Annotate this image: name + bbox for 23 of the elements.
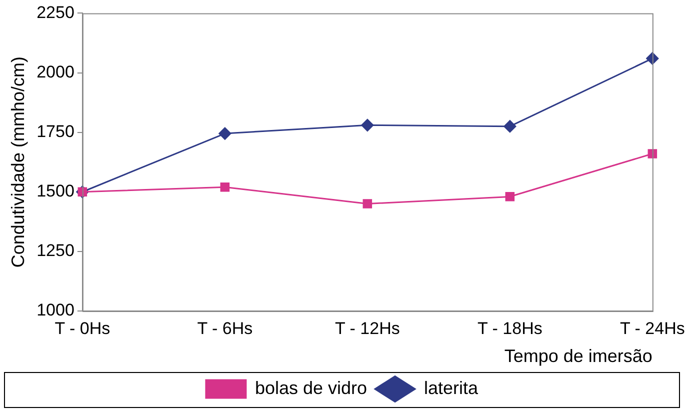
x-tick-label: T - 0Hs [54,318,110,338]
y-axis-title: Condutividade (mmho/cm) [8,56,28,268]
legend-label: laterita [424,378,480,398]
y-tick-label: 1000 [36,300,74,320]
point [505,192,515,202]
y-tick-label: 2000 [36,62,74,82]
x-tick-label: T - 24Hs [620,318,685,338]
point [646,52,659,65]
x-tick-label: T - 18Hs [477,318,542,338]
y-tick-label: 2250 [36,2,74,22]
point [218,127,232,140]
point [220,182,230,192]
y-tick-label: 1250 [36,241,74,260]
x-tick-label: T - 6Hs [197,318,253,338]
x-axis-title: Tempo de imersão [504,346,652,366]
point [362,199,372,208]
legend-label: bolas de vidro [254,378,368,398]
point [648,149,658,158]
x-tick-label: T - 12Hs [334,318,400,338]
point [504,120,516,133]
y-tick-label: 1750 [36,122,74,142]
point [361,118,374,132]
y-tick-label: 1500 [36,182,74,201]
